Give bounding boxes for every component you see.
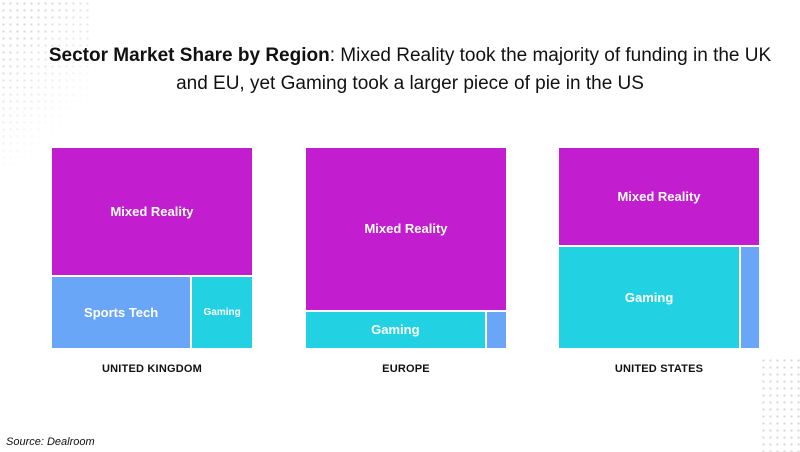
treemap-tile-label: Mixed Reality — [617, 188, 701, 204]
chart-title-rest: : Mixed Reality took the majority of fun… — [176, 45, 772, 94]
decorative-dots-top-left — [0, 0, 90, 170]
region-label-united-kingdom: UNITED KINGDOM — [102, 363, 202, 375]
treemap-tile-label: Mixed Reality — [364, 221, 448, 237]
treemap-tile-other — [740, 245, 760, 349]
treemap-tile-label: Gaming — [203, 307, 241, 319]
treemap-tile-gaming: Gaming — [558, 245, 741, 349]
treemap-tile-label: Sports Tech — [84, 305, 159, 321]
chart-title: Sector Market Share by Region: Mixed Rea… — [40, 42, 780, 98]
treemap-tile-mixed-reality: Mixed Reality — [305, 147, 507, 311]
region-label-united-states: UNITED STATES — [614, 363, 704, 375]
treemap-tile-mixed-reality: Mixed Reality — [51, 147, 253, 277]
treemap-tile-mixed-reality: Mixed Reality — [558, 147, 760, 246]
treemap-united-states: Mixed Reality Gaming — [558, 147, 760, 349]
treemap-tile-sports-tech: Sports Tech — [51, 276, 192, 349]
decorative-dots-bottom-right — [760, 357, 800, 452]
treemap-tile-gaming: Gaming — [191, 276, 253, 349]
treemap-tile-label: Gaming — [371, 322, 420, 338]
treemap-tile-label: Mixed Reality — [110, 204, 194, 220]
treemap-tile-gaming: Gaming — [305, 310, 486, 349]
treemap-tile-label: Gaming — [624, 289, 674, 305]
treemap-tile-other — [485, 310, 507, 349]
chart-title-bold: Sector Market Share by Region — [48, 45, 330, 66]
treemap-europe: Mixed Reality Gaming — [305, 147, 507, 349]
treemap-united-kingdom: Mixed Reality Sports Tech Gaming — [51, 147, 253, 349]
source-note: Source: Dealroom — [6, 436, 95, 448]
region-label-europe: EUROPE — [382, 363, 430, 375]
